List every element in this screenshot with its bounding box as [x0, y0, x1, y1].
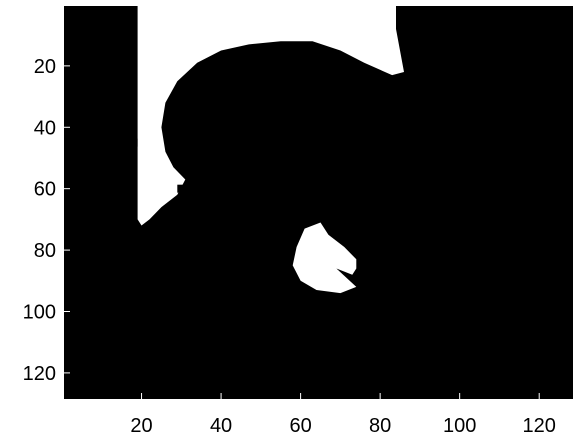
y-tick-label: 60 — [34, 179, 56, 201]
x-tick-label: 80 — [369, 415, 391, 437]
image-specks — [129, 138, 186, 193]
image-speck-1 — [129, 138, 138, 147]
axis-ticks — [64, 65, 540, 399]
y-tick-label: 120 — [23, 363, 56, 385]
x-tick-label: 40 — [210, 415, 232, 437]
image-speck-2 — [177, 184, 186, 193]
y-axis-tick-labels: 20 40 60 80 100 120 — [23, 56, 56, 385]
image-region-2 — [292, 222, 357, 294]
x-tick-label: 100 — [443, 415, 476, 437]
x-tick-label: 120 — [523, 415, 556, 437]
y-tick-label: 40 — [34, 117, 56, 139]
x-tick-label: 60 — [289, 415, 311, 437]
y-tick-label: 80 — [34, 240, 56, 262]
x-tick-label: 20 — [130, 415, 152, 437]
y-tick-label: 20 — [34, 56, 56, 78]
y-tick-label: 100 — [23, 301, 56, 323]
image-regions — [137, 6, 404, 294]
x-axis-tick-labels: 20 40 60 80 100 120 — [130, 415, 555, 437]
image-region-1 — [137, 6, 404, 226]
